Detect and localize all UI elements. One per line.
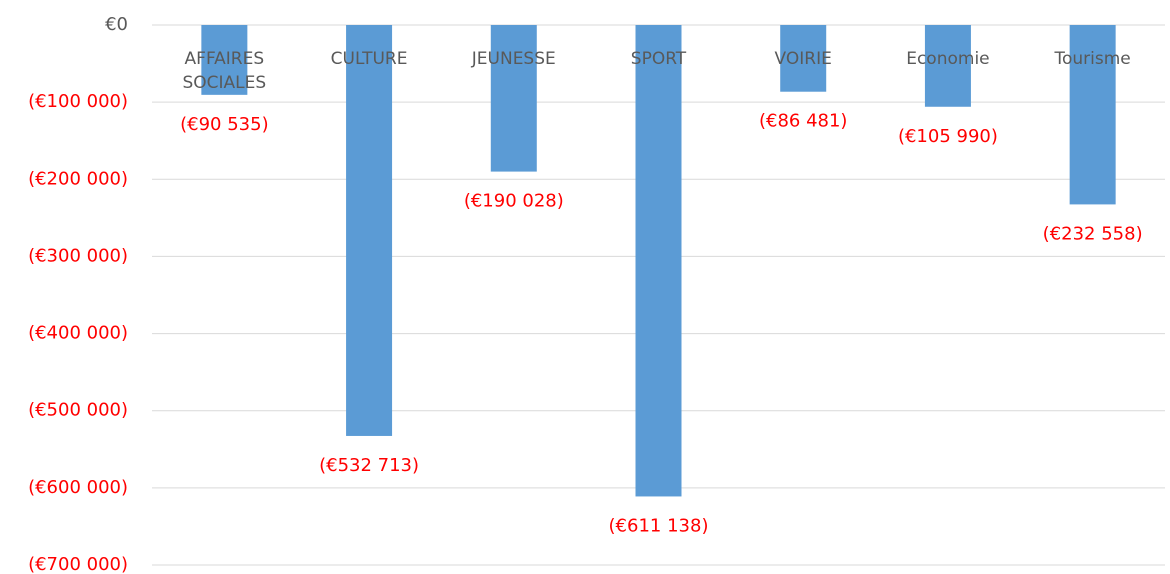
y-tick-label: (€400 000): [28, 323, 128, 344]
x-tick-label: VOIRIE: [774, 49, 832, 69]
value-label: (€86 481): [759, 111, 847, 132]
bar: [635, 25, 682, 497]
x-tick-label: Economie: [906, 49, 990, 69]
y-tick-label: (€300 000): [28, 245, 128, 266]
y-tick-label: (€600 000): [28, 477, 128, 498]
bar: [490, 25, 537, 172]
x-tick-label: AFFAIRES SOCIALES: [182, 49, 267, 93]
x-tick-label: SPORT: [630, 49, 687, 69]
y-tick-label: (€700 000): [28, 554, 128, 574]
bar: [1069, 25, 1116, 205]
y-tick-label: (€500 000): [28, 400, 128, 421]
bar: [924, 25, 971, 107]
value-label: (€90 535): [180, 114, 268, 135]
y-tick-label: (€100 000): [28, 91, 128, 112]
bar: [780, 25, 827, 92]
x-tick-label: Tourisme: [1054, 49, 1131, 69]
value-label: (€232 558): [1043, 223, 1143, 244]
value-label: (€105 990): [898, 126, 998, 147]
value-label: (€611 138): [609, 515, 709, 536]
x-tick-label: JEUNESSE: [471, 49, 556, 69]
bar: [201, 25, 248, 95]
x-tick-label: CULTURE: [330, 49, 408, 69]
value-label: (€532 713): [319, 455, 419, 476]
bar: [346, 25, 393, 436]
y-tick-label: (€200 000): [28, 168, 128, 189]
value-label: (€190 028): [464, 191, 564, 212]
y-tick-label: €0: [105, 14, 128, 35]
